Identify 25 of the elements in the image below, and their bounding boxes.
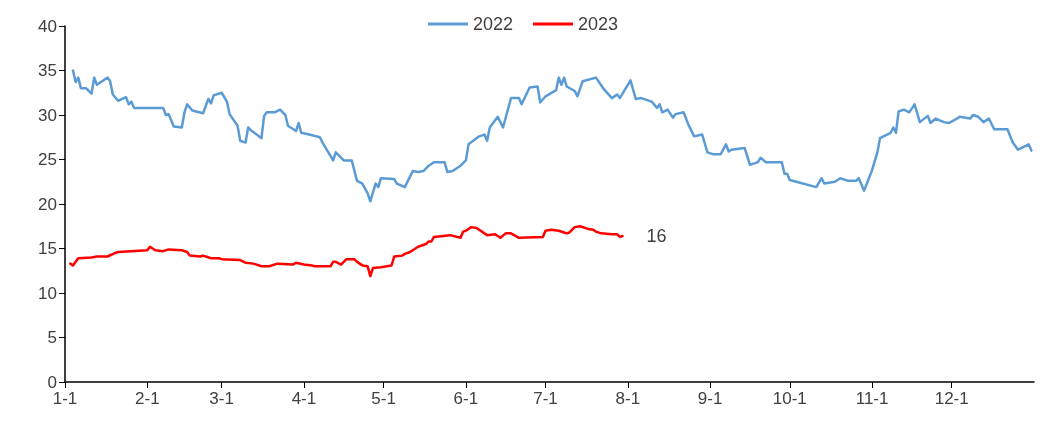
- y-tick-label: 10: [38, 283, 57, 303]
- x-tick-label: 2-1: [135, 389, 160, 408]
- y-tick-label: 25: [38, 150, 57, 169]
- y-tick-label: 30: [38, 105, 57, 125]
- data-label: 16: [646, 226, 667, 247]
- y-tick-label: 20: [38, 194, 57, 214]
- y-tick-label: 0: [47, 372, 57, 392]
- x-tick-label: 3-1: [209, 389, 234, 408]
- x-tick-label: 4-1: [291, 389, 317, 408]
- x-tick-label: 11-1: [855, 389, 889, 408]
- x-tick-label: 5-1: [371, 389, 396, 408]
- legend-label: 2022: [472, 14, 513, 34]
- y-tick-label: 15: [38, 239, 57, 258]
- y-tick-label: 5: [47, 328, 57, 347]
- line-series: [69, 225, 624, 278]
- x-tick-label: 12-1: [934, 389, 969, 408]
- x-tick-label: 8-1: [615, 389, 641, 408]
- x-tick-label: 9-1: [697, 389, 723, 408]
- x-tick-label: 6-1: [453, 389, 479, 408]
- legend-label: 2023: [578, 14, 619, 34]
- x-tick-label: 10-1: [772, 389, 807, 408]
- y-tick-label: 35: [38, 61, 57, 80]
- x-tick-label: 1-1: [52, 389, 78, 408]
- y-tick-label: 40: [38, 16, 57, 36]
- x-tick-label: 7-1: [533, 389, 558, 408]
